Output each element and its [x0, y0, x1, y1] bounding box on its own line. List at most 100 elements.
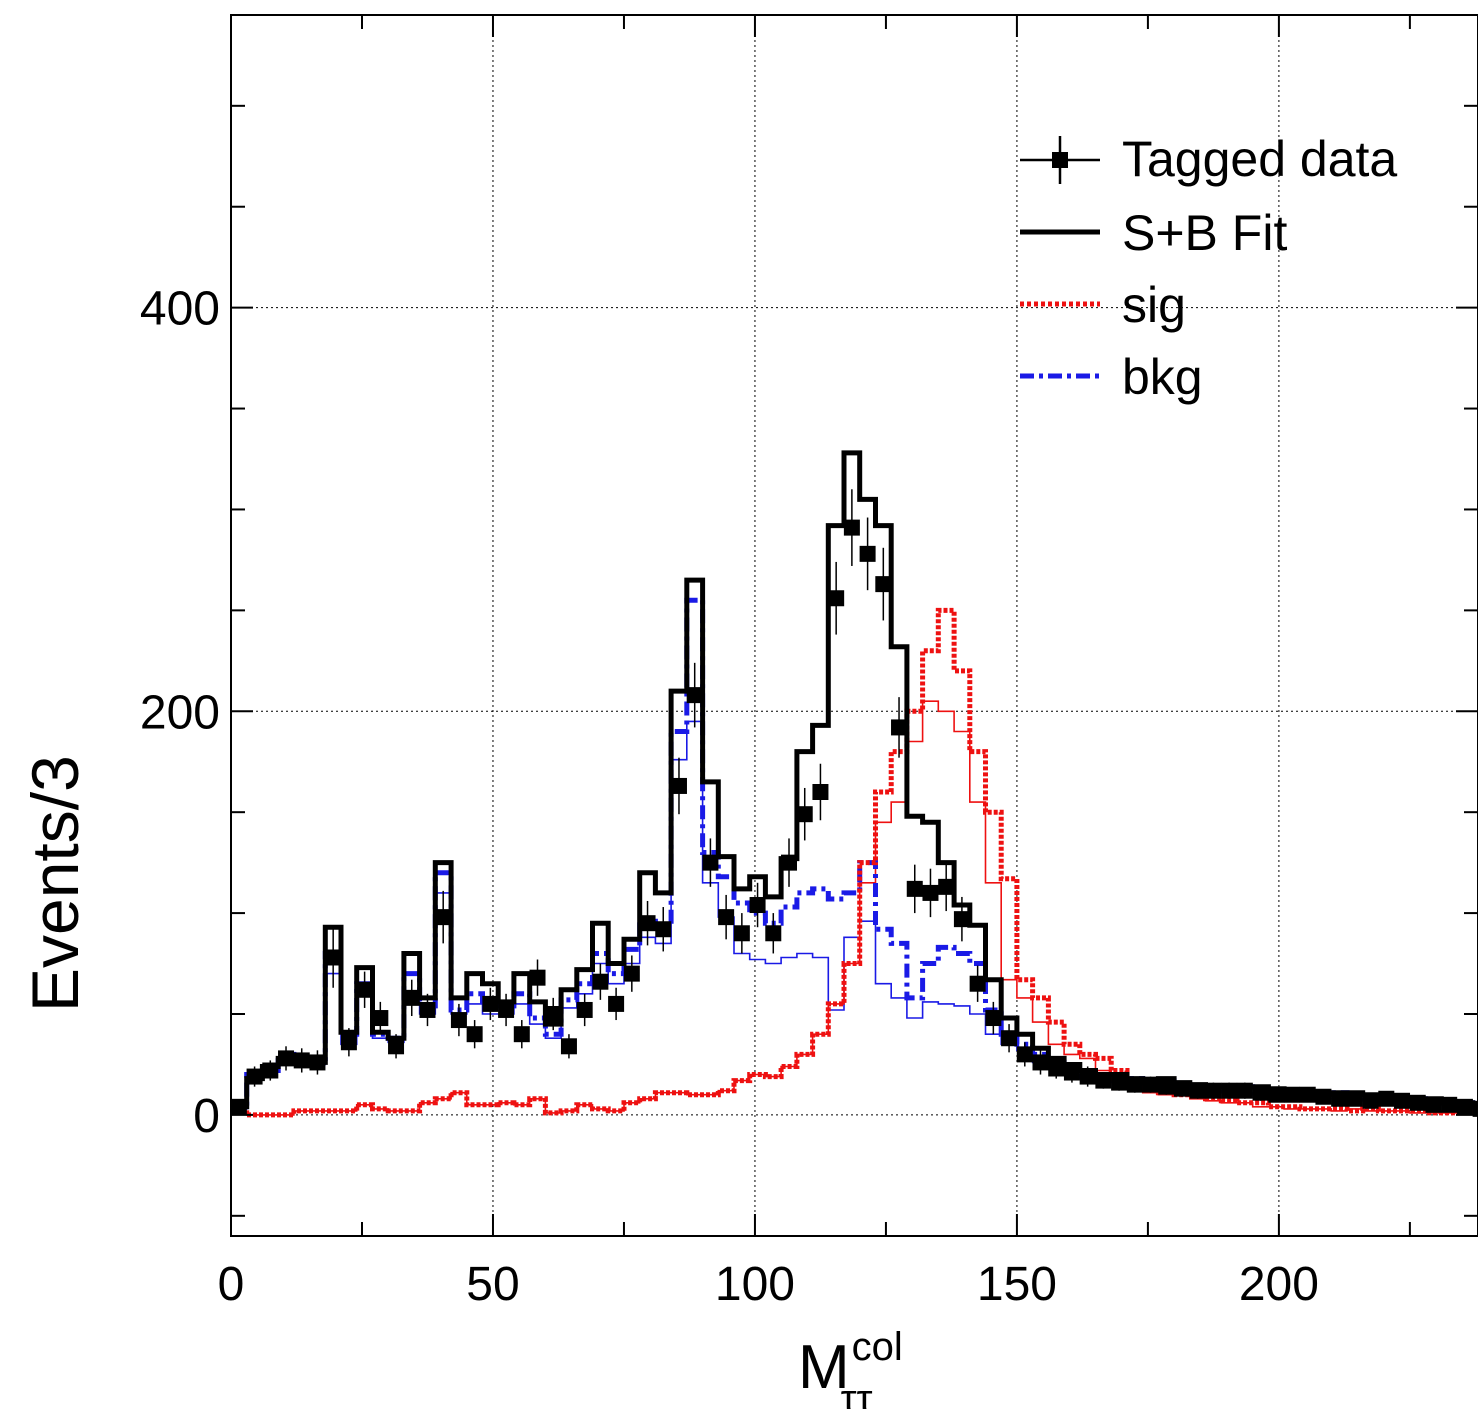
y-tick-label-0: 0 — [193, 1090, 220, 1143]
data-point-17 — [498, 1001, 515, 1018]
data-point-51 — [1032, 1054, 1049, 1071]
data-point-56 — [1111, 1074, 1128, 1091]
data-point-29 — [686, 687, 703, 704]
plot-frame — [230, 14, 1478, 1237]
x-tick-label-150: 150 — [977, 1258, 1057, 1311]
x-tick-label-0: 0 — [218, 1258, 245, 1311]
data-point-79 — [1472, 1100, 1478, 1117]
data-point-68 — [1299, 1086, 1316, 1103]
legend-label-bkg: bkg — [1122, 349, 1203, 405]
data-point-5 — [309, 1054, 326, 1071]
data-point-58 — [1142, 1076, 1159, 1093]
data-point-22 — [576, 1001, 593, 1018]
data-point-7 — [340, 1034, 357, 1051]
data-point-9 — [372, 1010, 389, 1027]
legend-label-fit: S+B Fit — [1122, 205, 1287, 261]
legend-entry-sig: sig — [1020, 277, 1186, 333]
data-point-24 — [608, 995, 625, 1012]
data-point-26 — [639, 915, 656, 932]
data-point-53 — [1063, 1064, 1080, 1081]
data-point-30 — [702, 854, 719, 871]
plot-border — [230, 14, 1478, 1237]
data-point-3 — [278, 1050, 295, 1067]
data-point-76 — [1425, 1096, 1442, 1113]
legend: Tagged data S+B Fit sig bkg — [1020, 131, 1397, 405]
data-point-20 — [545, 1006, 562, 1022]
data-point-36 — [796, 806, 813, 823]
x-axis-title-sup: col — [852, 1325, 903, 1369]
data-point-41 — [875, 576, 892, 593]
x-axis-title-sub: ττ — [841, 1377, 873, 1409]
data-point-66 — [1268, 1086, 1285, 1103]
data-point-57 — [1126, 1076, 1143, 1093]
data-point-42 — [891, 719, 908, 736]
x-tick-label-200: 200 — [1239, 1258, 1319, 1311]
data-point-49 — [1001, 1030, 1018, 1047]
data-point-10 — [388, 1038, 405, 1055]
data-point-45 — [938, 878, 955, 895]
data-point-37 — [812, 784, 829, 800]
data-point-40 — [859, 545, 876, 562]
data-point-32 — [733, 925, 750, 942]
data-point-13 — [435, 909, 452, 926]
data-point-52 — [1048, 1060, 1065, 1077]
data-point-48 — [985, 1010, 1002, 1027]
data-point-47 — [969, 975, 986, 992]
legend-entry-data: Tagged data — [1020, 131, 1397, 187]
y-tick-label-400: 400 — [140, 283, 220, 336]
data-point-33 — [749, 897, 766, 914]
data-point-0 — [231, 1098, 247, 1115]
data-point-65 — [1252, 1084, 1269, 1101]
data-point-73 — [1378, 1090, 1395, 1107]
data-point-50 — [1016, 1046, 1033, 1063]
data-point-72 — [1362, 1092, 1379, 1109]
data-point-64 — [1236, 1082, 1253, 1099]
data-point-25 — [623, 965, 640, 982]
data-point-18 — [513, 1026, 530, 1043]
data-point-60 — [1173, 1080, 1190, 1097]
data-point-46 — [953, 911, 970, 928]
data-point-23 — [592, 973, 609, 990]
data-point-61 — [1189, 1082, 1206, 1099]
data-point-27 — [655, 921, 672, 938]
legend-entry-fit: S+B Fit — [1020, 205, 1287, 261]
data-point-62 — [1205, 1082, 1222, 1099]
data-point-19 — [529, 969, 546, 986]
data-point-74 — [1394, 1092, 1411, 1109]
y-axis-title: Events/3 — [18, 755, 92, 1012]
data-point-12 — [419, 1001, 436, 1018]
data-point-34 — [765, 925, 782, 942]
data-point-16 — [482, 995, 499, 1012]
data-point-44 — [922, 884, 939, 901]
data-point-71 — [1346, 1090, 1363, 1107]
data-point-35 — [781, 854, 798, 871]
data-point-43 — [906, 880, 923, 897]
ticks — [230, 15, 1478, 1236]
data-point-59 — [1158, 1078, 1175, 1095]
data-point-28 — [670, 777, 687, 794]
data-point-2 — [262, 1062, 279, 1079]
x-tick-label-100: 100 — [715, 1258, 795, 1311]
data-point-70 — [1331, 1090, 1348, 1107]
series-line-sig — [231, 607, 1478, 1118]
legend-data-marker — [1052, 152, 1068, 168]
x-axis-title-main: M — [798, 1333, 850, 1402]
data-point-6 — [325, 949, 342, 966]
data-point-69 — [1315, 1088, 1332, 1105]
data-point-8 — [356, 981, 373, 998]
x-tick-label-50: 50 — [466, 1258, 519, 1311]
data-point-21 — [560, 1038, 577, 1055]
data-point-67 — [1283, 1086, 1300, 1103]
tick-labels: 0 50 100 150 200 0 200 400 — [140, 283, 1319, 1311]
data-point-78 — [1456, 1098, 1473, 1115]
legend-label-data: Tagged data — [1122, 131, 1397, 187]
data-point-1 — [246, 1068, 263, 1085]
legend-label-sig: sig — [1122, 277, 1186, 333]
legend-entry-bkg: bkg — [1020, 349, 1203, 405]
data-point-63 — [1221, 1082, 1238, 1099]
data-point-4 — [293, 1052, 310, 1069]
data-point-11 — [403, 989, 420, 1006]
data-point-14 — [450, 1012, 467, 1029]
plot-background — [231, 15, 1478, 1236]
data-layer — [231, 489, 1478, 1117]
